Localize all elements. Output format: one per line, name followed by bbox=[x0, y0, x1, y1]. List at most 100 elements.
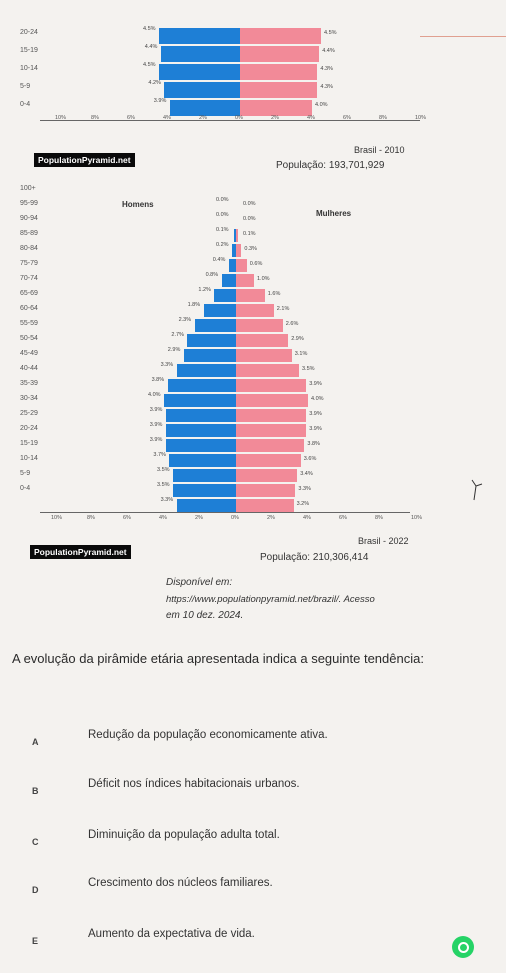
male-pct: 3.5% bbox=[157, 467, 170, 473]
source-label: Disponível em: bbox=[166, 577, 233, 588]
male-bar bbox=[167, 379, 236, 392]
female-pct: 4.3% bbox=[320, 84, 333, 90]
male-bar bbox=[173, 484, 236, 497]
female-bar bbox=[240, 46, 320, 62]
option-b[interactable]: B Déficit nos índices habitacionais urba… bbox=[32, 778, 472, 808]
age-label: 10-14 bbox=[20, 65, 38, 72]
male-pct: 2.7% bbox=[171, 332, 184, 338]
male-bar bbox=[234, 229, 237, 242]
male-pct: 4.5% bbox=[143, 26, 156, 32]
male-pct: 3.9% bbox=[153, 98, 167, 104]
option-text: Crescimento dos núcleos familiares. bbox=[88, 877, 273, 889]
female-bar bbox=[240, 100, 312, 116]
male-bar bbox=[176, 364, 236, 377]
option-a[interactable]: A Redução da população economicamente at… bbox=[32, 729, 472, 759]
female-bar bbox=[236, 379, 307, 392]
age-label: 60-64 bbox=[20, 305, 38, 312]
female-bar bbox=[236, 259, 247, 272]
option-letter: D bbox=[32, 885, 39, 895]
male-bar bbox=[176, 499, 236, 512]
age-label: 10-14 bbox=[20, 455, 38, 462]
female-pct: 0.3% bbox=[244, 246, 257, 252]
female-bar bbox=[236, 319, 283, 332]
female-bar bbox=[236, 349, 292, 362]
female-pct: 2.1% bbox=[276, 306, 290, 312]
x-tick-label: 2% bbox=[271, 115, 279, 121]
option-e[interactable]: E Aumento da expectativa de vida. bbox=[32, 928, 472, 958]
age-label: 85-89 bbox=[20, 230, 38, 237]
female-bar bbox=[236, 409, 307, 422]
option-text: Redução da população economicamente ativ… bbox=[88, 729, 328, 741]
male-bar bbox=[228, 259, 236, 272]
x-tick-label: 2% bbox=[267, 515, 275, 521]
male-bar bbox=[159, 28, 240, 44]
female-pct: 4.5% bbox=[324, 30, 337, 36]
male-pct: 3.5% bbox=[157, 482, 170, 488]
region-2022: Brasil - 2022 bbox=[358, 536, 409, 546]
x-tick-label: 0% bbox=[235, 115, 243, 121]
male-bar bbox=[173, 469, 236, 482]
male-bar bbox=[165, 424, 236, 437]
age-label: 80-84 bbox=[20, 245, 38, 252]
x-tick-label: 6% bbox=[343, 115, 351, 121]
brand-2010: PopulationPyramid.net bbox=[34, 153, 135, 167]
female-pct: 1.0% bbox=[257, 276, 270, 282]
women-label: Mulheres bbox=[316, 209, 352, 218]
brand-2022: PopulationPyramid.net bbox=[30, 545, 131, 559]
female-bar bbox=[236, 229, 238, 242]
female-bar bbox=[236, 424, 307, 437]
x-tick-label: 8% bbox=[379, 115, 387, 121]
age-label: 75-79 bbox=[20, 260, 38, 267]
age-label: 50-54 bbox=[20, 335, 38, 342]
female-pct: 0.0% bbox=[243, 201, 256, 207]
age-label: 0-4 bbox=[20, 101, 31, 108]
male-pct: 0.2% bbox=[216, 242, 229, 248]
female-bar bbox=[236, 484, 296, 497]
female-pct: 3.1% bbox=[294, 351, 308, 357]
female-bar bbox=[236, 274, 254, 287]
men-label: Homens bbox=[122, 200, 154, 209]
female-bar bbox=[236, 289, 265, 302]
age-label: 65-69 bbox=[20, 290, 38, 297]
x-tick-label: 4% bbox=[303, 515, 311, 521]
whatsapp-icon[interactable] bbox=[452, 936, 474, 958]
region-2010: Brasil - 2010 bbox=[354, 145, 405, 155]
option-letter: B bbox=[32, 786, 39, 796]
age-label: 95-99 bbox=[20, 200, 38, 207]
female-pct: 2.9% bbox=[291, 336, 304, 342]
option-c[interactable]: C Diminuição da população adulta total. bbox=[32, 829, 472, 859]
age-label: 100+ bbox=[20, 185, 36, 192]
male-bar bbox=[221, 274, 236, 287]
age-label: 70-74 bbox=[20, 275, 38, 282]
x-tick-label: 4% bbox=[159, 515, 167, 521]
male-pct: 4.5% bbox=[143, 62, 156, 68]
male-pct: 0.1% bbox=[216, 227, 229, 233]
x-tick-label: 10% bbox=[55, 115, 67, 121]
option-text: Diminuição da população adulta total. bbox=[88, 829, 280, 841]
female-pct: 3.3% bbox=[298, 486, 311, 492]
female-bar bbox=[236, 499, 294, 512]
female-pct: 0.1% bbox=[243, 231, 256, 237]
age-label: 25-29 bbox=[20, 410, 38, 417]
female-pct: 4.3% bbox=[320, 66, 333, 72]
female-bar bbox=[236, 469, 298, 482]
male-pct: 3.9% bbox=[149, 422, 163, 428]
x-tick-label: 6% bbox=[127, 115, 135, 121]
female-pct: 3.6% bbox=[303, 456, 317, 462]
male-pct: 2.3% bbox=[178, 317, 192, 323]
male-bar bbox=[214, 289, 236, 302]
female-bar bbox=[236, 304, 274, 317]
female-pct: 3.9% bbox=[309, 411, 322, 417]
female-bar bbox=[236, 439, 305, 452]
male-bar bbox=[165, 439, 236, 452]
male-pct: 2.9% bbox=[167, 347, 181, 353]
source-date: em 10 dez. 2024. bbox=[166, 610, 244, 621]
male-bar bbox=[169, 454, 236, 467]
female-pct: 2.6% bbox=[285, 321, 299, 327]
option-letter: C bbox=[32, 837, 39, 847]
age-label: 20-24 bbox=[20, 425, 38, 432]
male-pct: 3.9% bbox=[149, 407, 163, 413]
option-d[interactable]: D Crescimento dos núcleos familiares. bbox=[32, 877, 472, 907]
female-pct: 1.6% bbox=[267, 291, 281, 297]
divider-line bbox=[420, 36, 506, 37]
